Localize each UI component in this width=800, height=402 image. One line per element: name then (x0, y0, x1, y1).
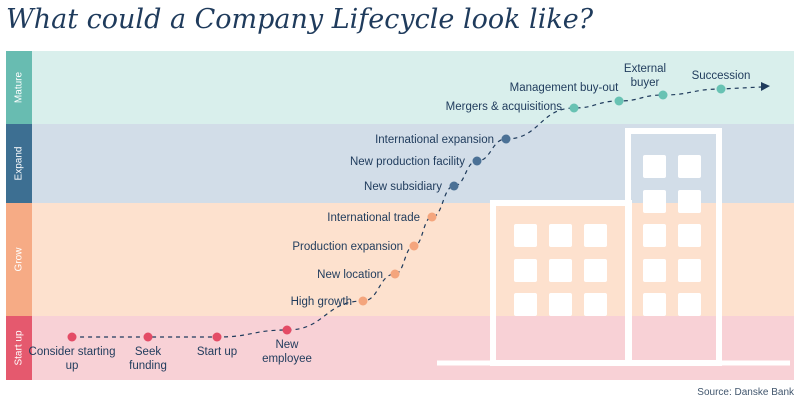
milestone: High growth (291, 296, 368, 308)
stage-tab-startup (6, 316, 32, 380)
milestone: External buyer (624, 63, 668, 100)
milestone-dot (501, 134, 511, 144)
stage-tab-mature (6, 51, 32, 124)
stage-bands: Mature Expand Grow Start up (6, 51, 794, 380)
milestone-dot (409, 241, 419, 251)
milestone: New employee (262, 325, 312, 365)
window (584, 293, 607, 316)
window (643, 155, 666, 178)
window (514, 224, 537, 247)
milestone: Start up (197, 332, 237, 358)
milestone-dot (282, 325, 292, 335)
milestone-label: International trade (327, 212, 420, 224)
lifecycle-path (71, 86, 762, 338)
milestone: New production facility (350, 156, 482, 168)
milestones: Consider starting up Seek funding Start up Ne… (29, 63, 751, 372)
milestone-label: High growth (291, 296, 352, 308)
milestone-dot (658, 90, 668, 100)
milestone: New location (317, 269, 400, 281)
milestone-dot (358, 296, 368, 306)
milestone-dot (212, 332, 222, 342)
milestone: Management buy-out (510, 82, 624, 106)
milestone-label: Seek funding (129, 346, 167, 372)
milestone-label: New employee (262, 339, 312, 365)
milestone-label: External buyer (624, 63, 666, 89)
building-illustration (437, 128, 790, 366)
milestone-label: Start up (197, 346, 237, 358)
milestone-label: New location (317, 269, 383, 281)
window (549, 259, 572, 282)
band-expand (31, 124, 794, 203)
milestone: Production expansion (292, 241, 419, 253)
milestone: Mergers & acquisitions (446, 101, 579, 113)
milestone-label: New production facility (350, 156, 465, 168)
window (643, 190, 666, 213)
stage-label-grow: Grow (14, 247, 25, 272)
page-title: What could a Company Lifecycle look like… (6, 4, 594, 35)
window (678, 259, 701, 282)
stage-tab-expand (6, 124, 32, 203)
stage-label-startup: Start up (14, 330, 25, 365)
milestone-label: Consider starting up (29, 346, 116, 372)
stage-tab-grow (6, 203, 32, 316)
milestone-dot (390, 269, 400, 279)
window (678, 224, 701, 247)
stage-label-mature: Mature (14, 72, 25, 104)
milestone-label: New subsidiary (364, 181, 442, 193)
window (514, 259, 537, 282)
milestone-label: Production expansion (292, 241, 403, 253)
milestone: Consider starting up (29, 332, 116, 372)
window (549, 224, 572, 247)
milestone-dot (614, 96, 624, 106)
window (584, 259, 607, 282)
milestone-dot (472, 156, 482, 166)
milestone-label: Mergers & acquisitions (446, 101, 563, 113)
milestone-label: Management buy-out (510, 82, 619, 94)
window (643, 293, 666, 316)
milestone-dot (67, 332, 77, 342)
milestone: International expansion (375, 134, 511, 146)
window (678, 293, 701, 316)
band-grow (31, 203, 794, 316)
milestone-dot (716, 84, 726, 94)
milestone-dot (569, 103, 579, 113)
window (584, 224, 607, 247)
milestone: Succession (692, 70, 751, 94)
window (549, 293, 572, 316)
window (643, 259, 666, 282)
stage-label-expand: Expand (14, 147, 25, 181)
milestone: New subsidiary (364, 181, 459, 193)
window (643, 224, 666, 247)
window (678, 190, 701, 213)
source-note: Source: Danske Bank (697, 387, 794, 398)
arrow-head-icon (761, 82, 770, 91)
milestone-label: International expansion (375, 134, 494, 146)
milestone: Seek funding (129, 332, 167, 372)
milestone: International trade (327, 212, 437, 224)
band-startup (31, 316, 794, 380)
milestone-label: Succession (692, 70, 751, 82)
window (678, 155, 701, 178)
milestone-dot (449, 181, 459, 191)
milestone-dot (143, 332, 153, 342)
window (514, 293, 537, 316)
milestone-dot (427, 212, 437, 222)
band-mature (31, 51, 794, 124)
